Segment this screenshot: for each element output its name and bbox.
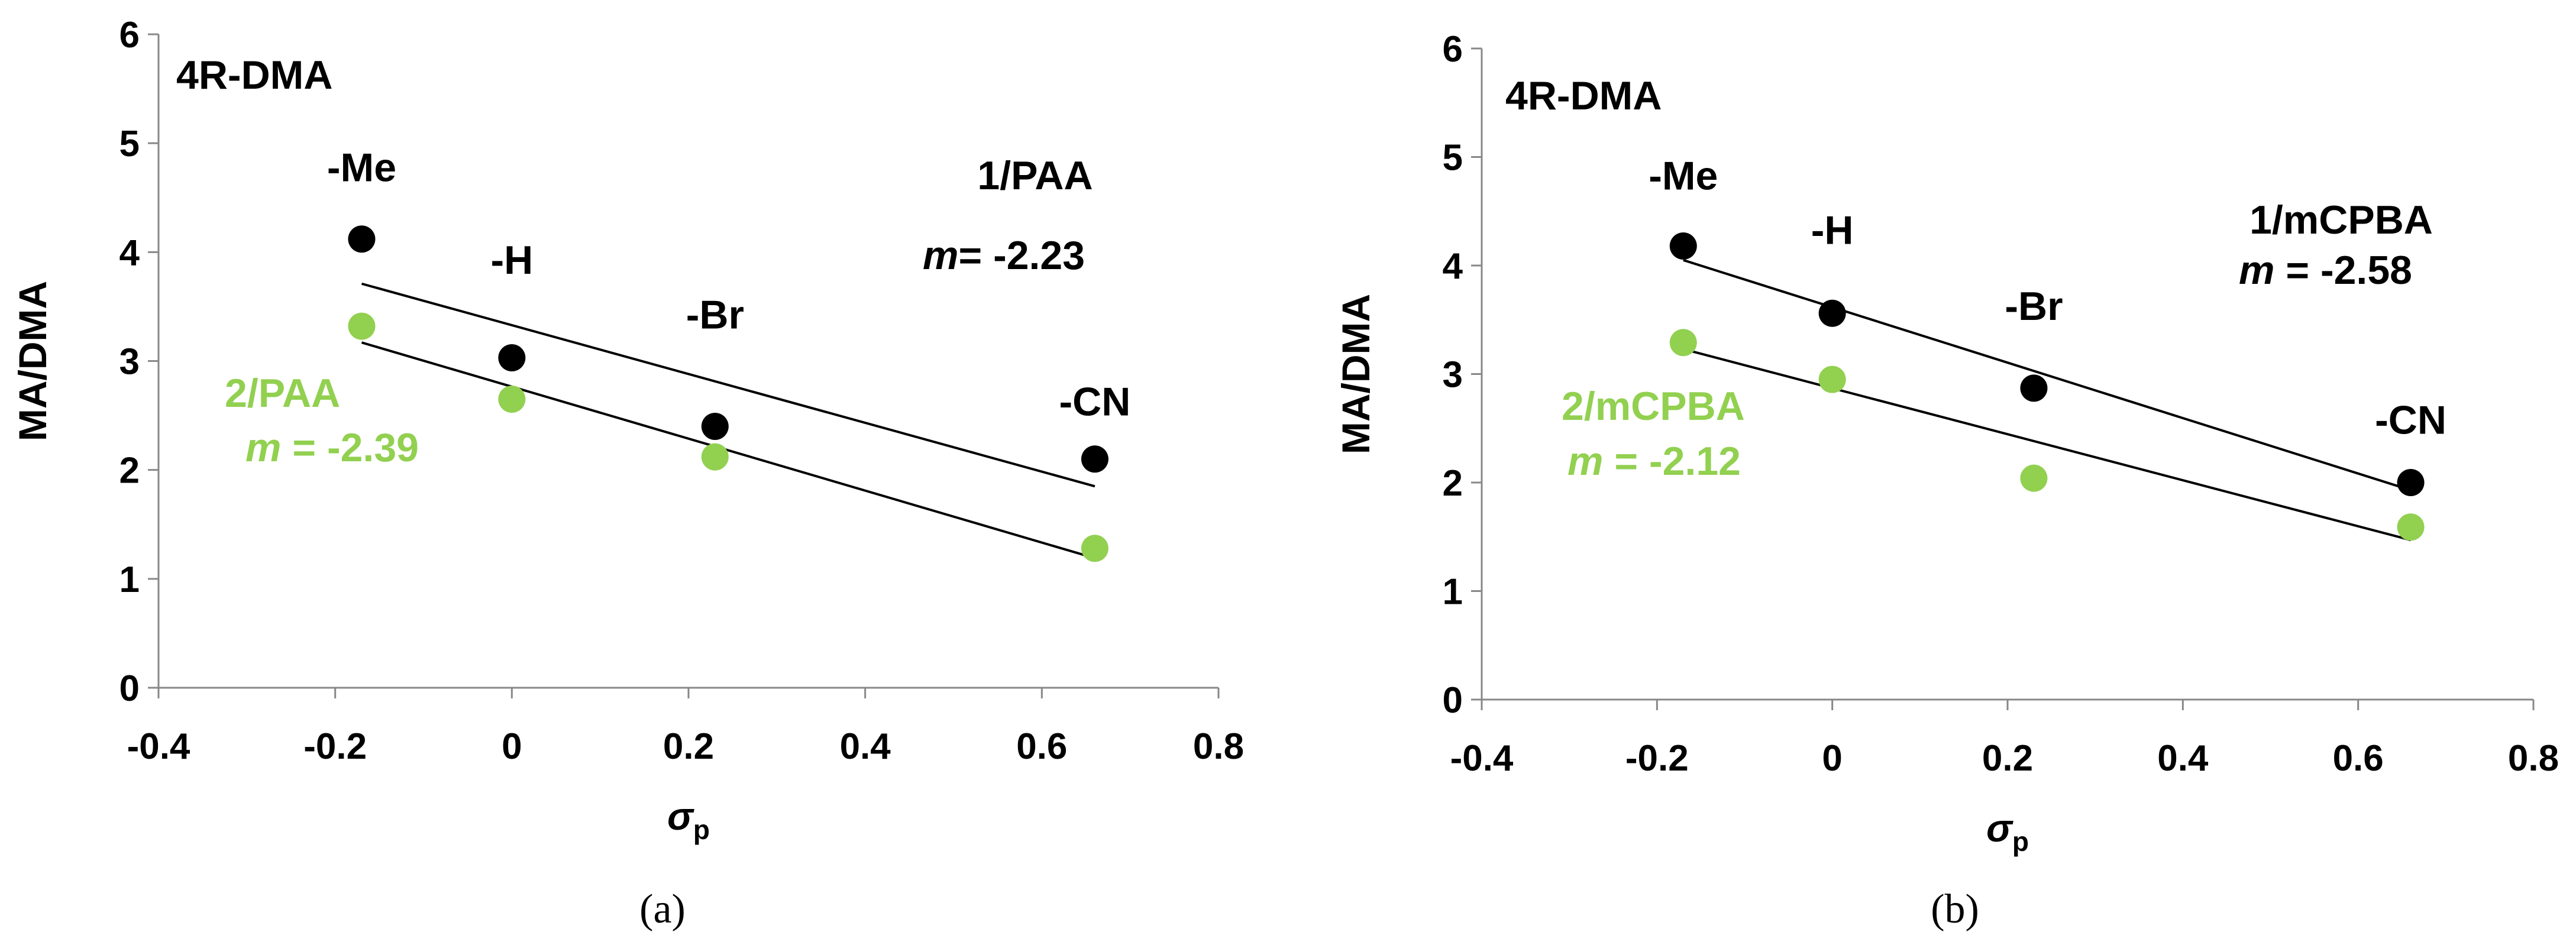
x-tick-label: 0.2 [663, 726, 714, 767]
x-tick-label: -0.4 [1450, 738, 1514, 779]
substituent-label: -H [1811, 208, 1854, 253]
x-tick-label: 0.4 [2157, 738, 2209, 779]
y-axis-title: MA/DMA [1334, 294, 1378, 454]
y-tick-label: 2 [119, 451, 140, 491]
data-point-green [701, 443, 729, 471]
x-axis-symbol: σ [667, 794, 694, 838]
slope-symbol: m [923, 233, 958, 278]
y-tick-label: 3 [119, 342, 140, 383]
x-tick-label: -0.4 [127, 726, 190, 767]
x-axis-subscript: p [693, 814, 710, 845]
x-tick-label: 0.8 [1193, 726, 1244, 767]
x-tick-label: 0.4 [840, 726, 891, 767]
trendline-black [1683, 258, 2412, 491]
y-tick-label: 4 [119, 232, 140, 273]
data-point-black [2020, 374, 2048, 402]
trendline-black [361, 282, 1095, 488]
data-point-green [2397, 513, 2425, 541]
x-tick-label: 0.6 [1016, 726, 1067, 767]
substituent-label: -CN [1059, 380, 1131, 425]
y-tick-label: 5 [119, 124, 140, 164]
x-tick-label: -0.2 [303, 726, 367, 767]
series-name: 1/mCPBA [2249, 198, 2433, 242]
data-point-black [1669, 232, 1697, 260]
data-point-black [1081, 445, 1108, 473]
y-tick-label: 2 [1443, 463, 1463, 504]
slope-value: = -2.39 [281, 425, 419, 470]
slope-symbol: m [2239, 248, 2274, 293]
chart-panel-b: 0 1 2 3 4 5 6 -0.4 -0.2 0 0.2 0.4 0.6 0.8 MA/DMA σp 4R-D… [1334, 29, 2559, 932]
substituent-label: -Me [1649, 154, 1718, 199]
data-point-green [2020, 464, 2048, 492]
y-tick-label: 1 [1443, 572, 1463, 613]
y-tick-label: 0 [1443, 680, 1463, 721]
slope-value: = -2.58 [2274, 248, 2412, 293]
y-tick-label: 6 [119, 15, 140, 56]
x-axis-subscript: p [2012, 826, 2029, 857]
x-tick-label: 0 [1822, 738, 1842, 779]
y-tick-label: 1 [119, 559, 140, 600]
slope-annotation: m = -2.58 [2239, 248, 2412, 293]
x-axis-symbol: σ [1986, 806, 2013, 850]
data-point-green [348, 312, 376, 340]
panel-label: (b) [1931, 886, 1979, 932]
slope-symbol: m [245, 425, 281, 470]
x-tick-label: -0.2 [1625, 738, 1689, 779]
data-point-black [701, 413, 729, 440]
x-axis-title: σp [667, 794, 710, 845]
data-point-green [1081, 535, 1108, 562]
data-point-black [1818, 299, 1846, 327]
slope-annotation: m= -2.23 [923, 233, 1085, 278]
slope-value: = -2.12 [1603, 439, 1741, 484]
substituent-label: -Br [686, 292, 744, 337]
x-tick-label: 0.6 [2333, 738, 2384, 779]
data-point-black [498, 344, 526, 371]
inner-label: 4R-DMA [176, 53, 332, 98]
substituent-label: -CN [2375, 397, 2446, 442]
substituent-label: -H [490, 238, 533, 283]
y-tick-label: 0 [119, 668, 140, 709]
data-point-green [1818, 365, 1846, 393]
series-name: 1/PAA [977, 153, 1093, 198]
y-tick-label: 5 [1443, 138, 1463, 179]
slope-annotation: m = -2.12 [1567, 439, 1741, 484]
series-name: 2/PAA [225, 371, 340, 416]
trendline-green [361, 341, 1095, 559]
slope-symbol: m [1567, 439, 1603, 484]
data-point-green [1669, 329, 1697, 357]
chart-panel-a: 0 1 2 3 4 5 6 -0.4 -0.2 0 0.2 0.4 0.6 0.8 MA/DMA σp 4R-D… [11, 15, 1244, 932]
slope-value: = -2.23 [958, 233, 1085, 278]
x-tick-label: 0 [502, 726, 522, 767]
inner-label: 4R-DMA [1505, 73, 1662, 118]
y-axis-title: MA/DMA [11, 281, 54, 441]
slope-annotation: m = -2.39 [245, 425, 419, 470]
data-point-black [2397, 469, 2425, 496]
substituent-label: -Me [327, 145, 396, 190]
y-tick-label: 6 [1443, 29, 1463, 70]
data-point-black [348, 225, 376, 253]
y-tick-label: 3 [1443, 355, 1463, 396]
substituent-label: -Br [2005, 284, 2063, 329]
trendline-green [1683, 348, 2412, 542]
panel-label: (a) [639, 886, 686, 932]
series-name: 2/mCPBA [1562, 384, 1745, 429]
y-tick-label: 4 [1443, 246, 1463, 287]
x-axis-title: σp [1986, 806, 2029, 857]
x-tick-label: 0.8 [2508, 738, 2559, 779]
x-tick-label: 0.2 [1982, 738, 2033, 779]
data-point-green [498, 385, 526, 413]
